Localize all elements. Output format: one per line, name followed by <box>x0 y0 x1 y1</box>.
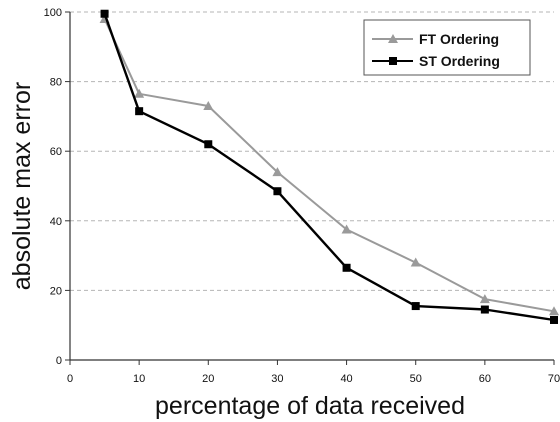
data-point-ft-ordering <box>341 224 352 234</box>
data-point-ft-ordering <box>134 88 145 98</box>
data-point-st-ordering <box>342 263 351 272</box>
grid-layer <box>70 11 554 291</box>
data-point-st-ordering <box>411 302 420 311</box>
y-tick-label: 40 <box>50 216 62 228</box>
y-tick-label: 0 <box>56 355 62 367</box>
y-tick-label: 60 <box>50 146 62 158</box>
y-axis-title: absolute max error <box>8 82 36 290</box>
x-tick-label: 70 <box>548 373 560 385</box>
data-point-st-ordering <box>135 107 144 116</box>
x-tick-label: 60 <box>479 373 491 385</box>
data-point-ft-ordering <box>272 167 283 177</box>
data-point-st-ordering <box>204 140 213 149</box>
data-point-st-ordering <box>273 187 282 196</box>
legend-box <box>363 19 531 76</box>
ticks-layer: 0 20 40 60 80 100 0 10 20 30 40 50 60 70 <box>44 7 560 385</box>
series-line-ft-ordering <box>103 18 555 313</box>
legend-label-st-ordering: ST Ordering <box>419 53 500 69</box>
data-point-ft-ordering <box>549 306 559 316</box>
square-marker-icon <box>389 57 397 65</box>
x-tick-label: 0 <box>67 373 73 385</box>
triangle-marker-icon <box>388 34 398 43</box>
x-tick-label: 10 <box>133 373 145 385</box>
y-tick-label: 80 <box>50 77 62 89</box>
data-point-ft-ordering <box>479 294 490 304</box>
data-point-st-ordering <box>550 315 558 324</box>
x-tick-label: 30 <box>271 373 283 385</box>
x-tick-label: 20 <box>202 373 214 385</box>
x-tick-label: 40 <box>340 373 352 385</box>
data-point-ft-ordering <box>410 257 421 267</box>
y-tick-label: 20 <box>50 285 62 297</box>
axes-layer <box>69 12 554 361</box>
y-tick-label: 100 <box>44 7 62 19</box>
legend-label-ft-ordering: FT Ordering <box>419 31 499 47</box>
data-point-st-ordering <box>480 305 489 314</box>
x-tick-label: 50 <box>410 373 422 385</box>
series-line-st-ordering <box>103 13 555 322</box>
data-point-ft-ordering <box>203 100 214 110</box>
series-layer <box>99 9 559 324</box>
legend: FT Ordering ST Ordering <box>363 19 531 76</box>
data-point-st-ordering <box>100 9 109 18</box>
x-axis-title: percentage of data received <box>155 392 465 420</box>
